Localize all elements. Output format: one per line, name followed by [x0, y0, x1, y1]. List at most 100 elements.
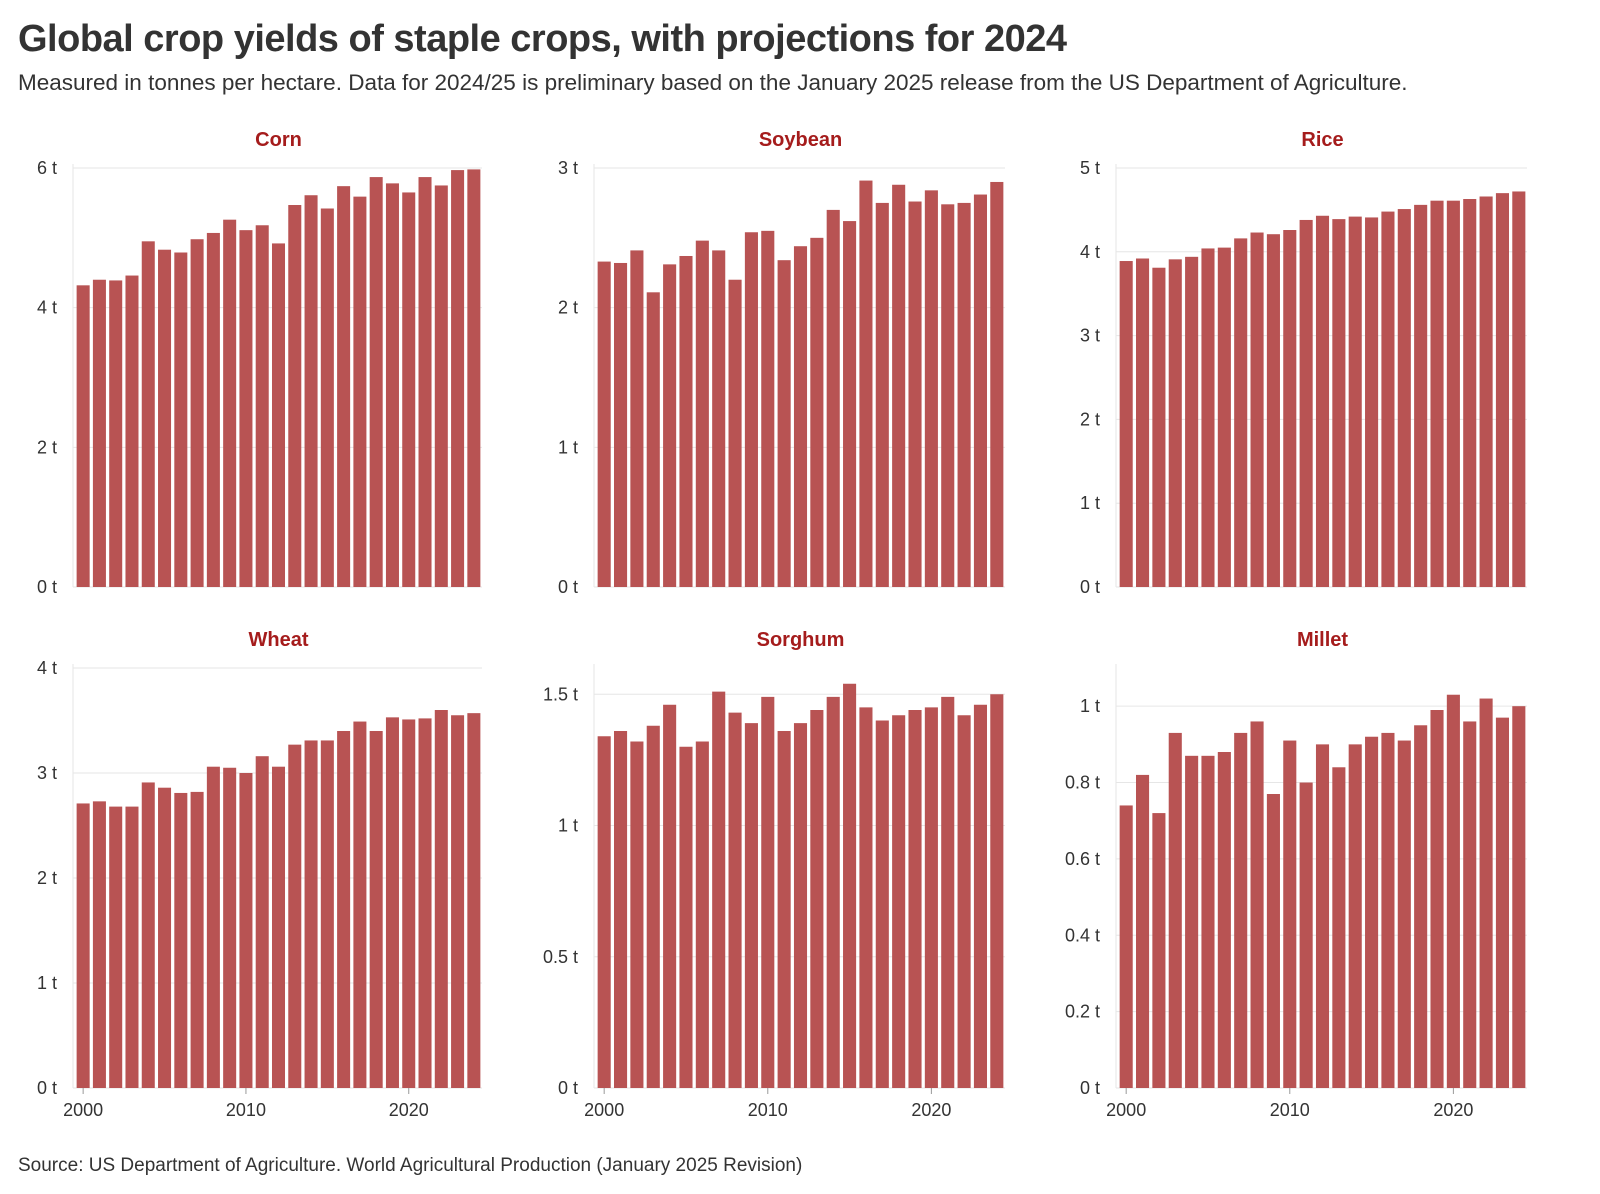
bar-millet-2001: [1135, 774, 1150, 1088]
bar-wheat-2018: [369, 731, 383, 1088]
bar-sorghum-2001: [613, 731, 628, 1088]
bar-wheat-2007: [190, 791, 204, 1088]
bar-wheat-2000: [76, 803, 90, 1088]
bar-wheat-2013: [288, 744, 302, 1088]
bar-millet-2010: [1283, 740, 1297, 1088]
bar-corn-2023: [451, 170, 465, 587]
bar-soybean-2002: [630, 250, 644, 588]
bar-wheat-2011: [255, 756, 269, 1088]
y-tick-label: 2 t: [37, 437, 57, 457]
bar-soybean-2008: [728, 279, 742, 587]
y-tick-label: 0 t: [37, 577, 57, 597]
x-tick-label: 2020: [911, 1100, 951, 1120]
panel-wheat: Wheat 0 t 1 t 2 t 3 t 4 t 2000 2010 2020: [37, 629, 482, 1120]
bar-wheat-2014: [304, 740, 318, 1088]
bar-soybean-2006: [695, 240, 709, 588]
bar-soybean-2007: [712, 250, 726, 588]
bar-wheat-2019: [385, 717, 399, 1088]
panel-corn: Corn 0 t 2 t 4 t 6 t: [37, 129, 482, 597]
y-tick-label: 2 t: [37, 868, 57, 888]
bar-sorghum-2023: [973, 704, 988, 1088]
bar-corn-2010: [239, 230, 253, 587]
bar-corn-2005: [158, 249, 172, 587]
y-tick-label: 4 t: [37, 658, 57, 678]
y-tick-label: 3 t: [558, 158, 578, 178]
panel-millet: Millet 0 t 0.2 t 0.4 t 0.6 t 0.8 t 1 t 2000 2010…: [1065, 629, 1527, 1120]
bar-corn-2021: [418, 177, 432, 587]
y-tick-label: 4 t: [1080, 242, 1100, 262]
bar-sorghum-2014: [826, 696, 840, 1088]
y-tick-label: 0.6 t: [1065, 849, 1100, 869]
bar-rice-2009: [1266, 234, 1280, 587]
bar-soybean-2023: [973, 194, 988, 587]
bar-sorghum-2000: [597, 736, 611, 1088]
bar-wheat-2017: [353, 721, 367, 1088]
bar-wheat-2020: [402, 719, 416, 1088]
bar-sorghum-2005: [679, 746, 693, 1088]
y-tick-label: 0 t: [558, 1078, 578, 1098]
y-tick-label: 1 t: [37, 973, 57, 993]
bar-corn-2016: [337, 186, 351, 587]
bar-rice-2020: [1446, 200, 1460, 587]
bar-wheat-2023: [451, 715, 465, 1088]
panel-title-soybean: Soybean: [759, 129, 842, 151]
bar-soybean-2017: [875, 202, 889, 587]
bar-wheat-2003: [125, 806, 139, 1088]
x-tick-label: 2010: [226, 1100, 266, 1120]
y-tick-label: 6 t: [37, 158, 57, 178]
bar-rice-2017: [1397, 209, 1411, 587]
y-tick-label: 1 t: [558, 437, 578, 457]
panel-title-wheat: Wheat: [249, 629, 309, 651]
bar-wheat-2008: [206, 766, 220, 1088]
bar-rice-2008: [1250, 232, 1264, 587]
bar-soybean-2022: [957, 202, 971, 587]
bar-wheat-2002: [109, 806, 123, 1088]
bar-sorghum-2006: [695, 741, 709, 1088]
bar-corn-2000: [76, 285, 90, 587]
bar-soybean-2020: [924, 190, 938, 587]
panel-title-corn: Corn: [255, 129, 302, 151]
bar-rice-2007: [1234, 238, 1248, 587]
bar-soybean-2001: [613, 262, 628, 587]
bar-soybean-2021: [941, 204, 955, 587]
bar-sorghum-2022: [957, 715, 971, 1088]
y-tick-label: 0.2 t: [1065, 1002, 1100, 1022]
bar-millet-2007: [1234, 732, 1248, 1088]
bar-corn-2001: [92, 279, 106, 587]
bar-soybean-2024: [990, 181, 1004, 587]
bar-rice-2013: [1332, 219, 1346, 588]
bar-soybean-2004: [663, 264, 677, 587]
bar-corn-2002: [109, 280, 123, 587]
x-tick-label: 2000: [1106, 1100, 1146, 1120]
y-tick-label: 5 t: [1080, 158, 1100, 178]
y-tick-label: 1 t: [1080, 696, 1100, 716]
x-tick-label: 2020: [389, 1100, 429, 1120]
bar-millet-2004: [1185, 755, 1199, 1088]
bar-rice-2006: [1217, 247, 1231, 588]
bar-millet-2015: [1365, 736, 1379, 1088]
x-tick-label: 2020: [1433, 1100, 1473, 1120]
bar-wheat-2006: [174, 792, 188, 1088]
bar-corn-2013: [288, 205, 302, 588]
bar-wheat-2021: [418, 718, 432, 1088]
bar-sorghum-2018: [892, 715, 906, 1088]
chart-subtitle: Measured in tonnes per hectare. Data for…: [18, 70, 1408, 95]
bar-soybean-2012: [793, 246, 808, 588]
bar-wheat-2005: [158, 787, 172, 1088]
bar-wheat-2009: [223, 767, 237, 1088]
bar-millet-2009: [1266, 794, 1280, 1088]
x-tick-label: 2010: [748, 1100, 788, 1120]
panel-title-millet: Millet: [1297, 629, 1348, 651]
bar-sorghum-2021: [941, 696, 955, 1088]
y-tick-label: 0 t: [558, 577, 578, 597]
bar-corn-2019: [385, 183, 399, 587]
bar-corn-2011: [255, 225, 269, 587]
bar-corn-2018: [369, 177, 383, 587]
bar-rice-2022: [1479, 196, 1493, 587]
bar-soybean-2009: [744, 232, 758, 587]
bar-soybean-2011: [777, 260, 791, 587]
bar-corn-2006: [174, 252, 188, 587]
bar-wheat-2001: [92, 801, 106, 1088]
bar-millet-2005: [1201, 755, 1215, 1088]
